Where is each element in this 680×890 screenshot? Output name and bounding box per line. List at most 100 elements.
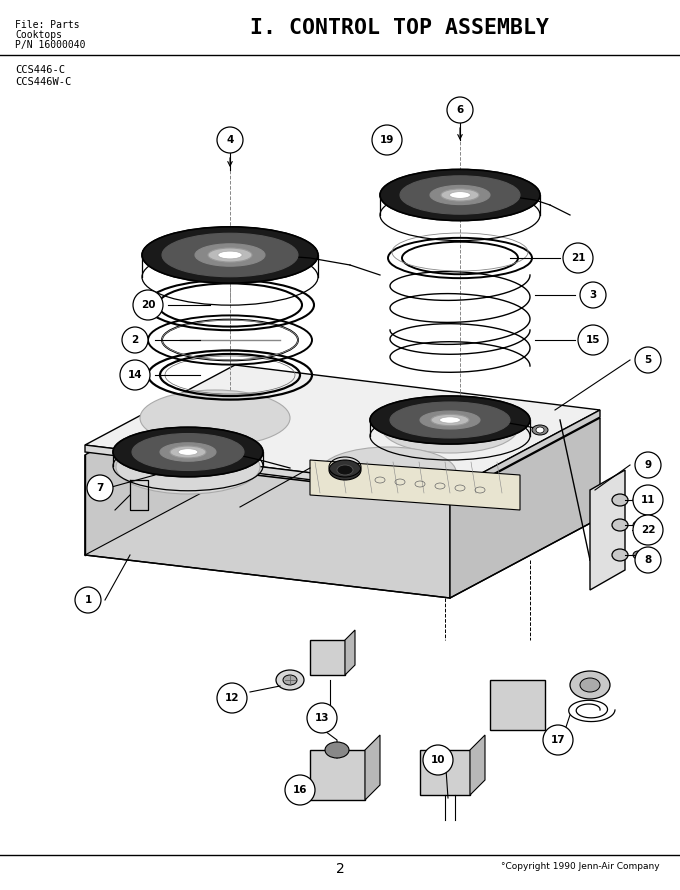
Polygon shape: [85, 375, 235, 555]
Text: 8: 8: [645, 555, 651, 565]
Ellipse shape: [113, 427, 263, 477]
Ellipse shape: [580, 678, 600, 692]
Polygon shape: [85, 375, 600, 498]
Text: 9: 9: [645, 460, 651, 470]
Ellipse shape: [382, 403, 518, 453]
Circle shape: [75, 587, 101, 613]
Ellipse shape: [132, 433, 244, 471]
Ellipse shape: [320, 447, 456, 497]
Ellipse shape: [160, 442, 216, 461]
Text: I. CONTROL TOP ASSEMBLY: I. CONTROL TOP ASSEMBLY: [250, 18, 549, 38]
Circle shape: [635, 452, 661, 478]
Ellipse shape: [633, 521, 643, 529]
Text: 20: 20: [141, 300, 155, 310]
Circle shape: [285, 775, 315, 805]
Ellipse shape: [283, 675, 297, 685]
Text: Cooktops: Cooktops: [15, 30, 62, 40]
Ellipse shape: [370, 396, 530, 444]
Text: File: Parts: File: Parts: [15, 20, 80, 30]
Ellipse shape: [337, 465, 353, 475]
Ellipse shape: [400, 176, 520, 214]
Text: CCS446W-C: CCS446W-C: [15, 77, 71, 87]
Ellipse shape: [380, 169, 540, 221]
Polygon shape: [310, 750, 365, 800]
Polygon shape: [310, 460, 520, 510]
Text: 14: 14: [128, 370, 142, 380]
Text: 2: 2: [131, 335, 139, 345]
Ellipse shape: [116, 440, 260, 494]
Text: 19: 19: [380, 135, 394, 145]
Circle shape: [580, 282, 606, 308]
Ellipse shape: [430, 185, 490, 205]
Circle shape: [120, 360, 150, 390]
Text: 6: 6: [456, 105, 464, 115]
Ellipse shape: [536, 427, 544, 433]
Circle shape: [635, 547, 661, 573]
Ellipse shape: [208, 248, 252, 262]
Polygon shape: [85, 455, 450, 598]
Ellipse shape: [142, 227, 318, 283]
Ellipse shape: [612, 494, 628, 506]
Ellipse shape: [431, 415, 469, 425]
Text: 11: 11: [641, 495, 656, 505]
Text: 4: 4: [226, 135, 234, 145]
Polygon shape: [365, 735, 380, 800]
Ellipse shape: [140, 390, 290, 446]
Circle shape: [372, 125, 402, 155]
Ellipse shape: [612, 519, 628, 531]
Text: 12: 12: [225, 693, 239, 703]
Circle shape: [633, 485, 663, 515]
Text: 2: 2: [336, 862, 344, 876]
Ellipse shape: [570, 671, 610, 699]
Circle shape: [563, 243, 593, 273]
Circle shape: [543, 725, 573, 755]
Ellipse shape: [633, 551, 643, 559]
Ellipse shape: [612, 549, 628, 561]
Ellipse shape: [218, 251, 242, 259]
Text: 16: 16: [293, 785, 307, 795]
Polygon shape: [490, 680, 545, 730]
Circle shape: [633, 515, 663, 545]
Circle shape: [635, 347, 661, 373]
Ellipse shape: [195, 244, 265, 266]
Text: °Copyright 1990 Jenn-Air Company: °Copyright 1990 Jenn-Air Company: [501, 862, 660, 871]
Text: 21: 21: [571, 253, 585, 263]
Ellipse shape: [390, 402, 510, 438]
Polygon shape: [310, 640, 345, 675]
Ellipse shape: [532, 425, 548, 435]
Text: 1: 1: [84, 595, 92, 605]
Polygon shape: [470, 735, 485, 795]
Ellipse shape: [420, 411, 480, 429]
Circle shape: [87, 475, 113, 501]
Text: 15: 15: [585, 335, 600, 345]
Ellipse shape: [162, 233, 298, 277]
Text: 10: 10: [430, 755, 445, 765]
Text: 5: 5: [645, 355, 651, 365]
Ellipse shape: [633, 496, 643, 504]
Polygon shape: [590, 470, 625, 590]
Polygon shape: [85, 365, 600, 490]
Circle shape: [578, 325, 608, 355]
Polygon shape: [450, 418, 600, 598]
Text: 7: 7: [97, 483, 103, 493]
Ellipse shape: [441, 189, 479, 201]
Circle shape: [307, 703, 337, 733]
Ellipse shape: [170, 446, 206, 458]
Text: 13: 13: [315, 713, 329, 723]
Circle shape: [217, 683, 247, 713]
Text: 17: 17: [551, 735, 565, 745]
Ellipse shape: [439, 417, 460, 423]
Text: 3: 3: [590, 290, 596, 300]
Circle shape: [133, 290, 163, 320]
Ellipse shape: [178, 449, 198, 456]
Circle shape: [122, 327, 148, 353]
Circle shape: [217, 127, 243, 153]
Text: 22: 22: [641, 525, 656, 535]
Text: CCS446-C: CCS446-C: [15, 65, 65, 75]
Polygon shape: [420, 750, 470, 795]
Ellipse shape: [329, 460, 361, 480]
Polygon shape: [345, 630, 355, 675]
Ellipse shape: [325, 742, 349, 758]
Ellipse shape: [449, 191, 471, 198]
Text: P/N 16000040: P/N 16000040: [15, 40, 86, 50]
